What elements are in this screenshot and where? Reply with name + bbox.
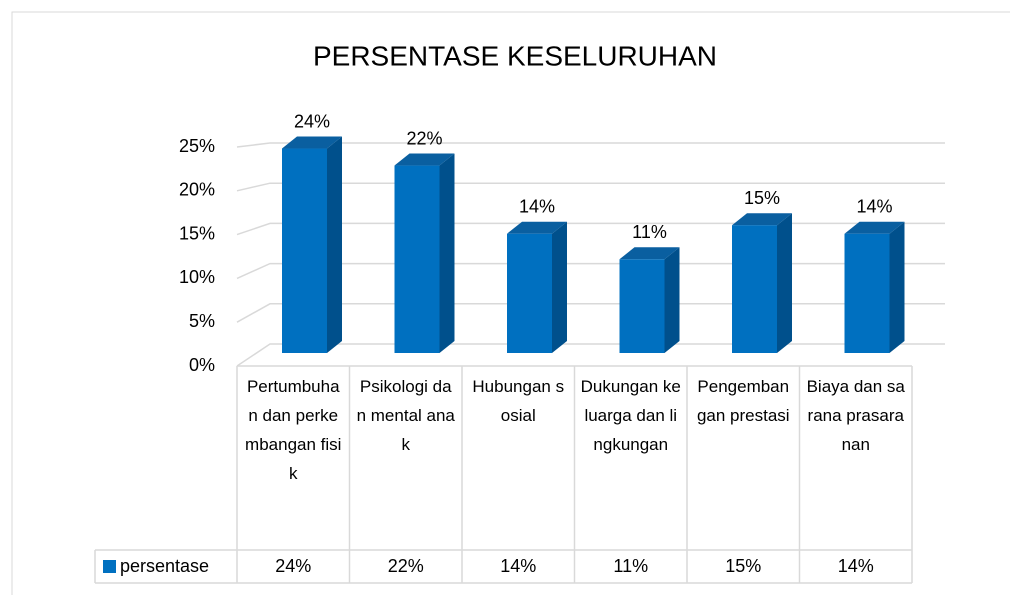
- category-label: Hubungan sosial: [472, 377, 565, 425]
- data-label: 14%: [856, 196, 892, 216]
- bar-top: [844, 221, 905, 234]
- grid-line: [236, 343, 945, 367]
- bar: [507, 233, 552, 353]
- y-tick-label: 20%: [179, 180, 215, 200]
- chart-title: PERSENTASE KESELURUHAN: [313, 40, 717, 71]
- bar-top: [732, 213, 792, 226]
- data-label: 11%: [632, 222, 667, 242]
- bar-side: [327, 136, 342, 353]
- bar-side: [777, 213, 792, 353]
- bar-side: [664, 247, 680, 353]
- grid-line: [236, 142, 945, 148]
- table-value: 24%: [275, 556, 311, 576]
- y-tick-label: 15%: [179, 223, 215, 243]
- category-label: Pengembangan prestasi: [696, 377, 790, 425]
- bar: [619, 259, 665, 353]
- category-label: Dukungan keluarga dan lingkungan: [580, 377, 681, 454]
- y-tick-label: 5%: [189, 311, 215, 331]
- bar: [282, 148, 327, 353]
- category-label: Biaya dan sarana prasaranan: [806, 377, 905, 454]
- data-label: 22%: [406, 128, 442, 148]
- bar: [394, 165, 440, 353]
- legend-swatch: [103, 560, 116, 573]
- table-value: 15%: [725, 556, 761, 576]
- data-label: 24%: [294, 111, 330, 131]
- bar-top: [282, 136, 342, 149]
- bar: [844, 233, 890, 353]
- grid-line: [236, 222, 945, 236]
- y-tick-label: 25%: [179, 136, 215, 156]
- grid-line: [236, 182, 945, 192]
- table-value: 14%: [838, 556, 874, 576]
- data-label: 14%: [519, 196, 555, 216]
- bar: [732, 225, 777, 353]
- table-value: 22%: [388, 556, 424, 576]
- bar-side: [889, 221, 905, 353]
- bar-side: [439, 153, 455, 353]
- table-value: 14%: [500, 556, 536, 576]
- legend-label: persentase: [120, 556, 209, 576]
- y-tick-label: 0%: [189, 355, 215, 375]
- y-tick-label: 10%: [179, 267, 215, 287]
- category-label: Psikologi dan mental anak: [356, 377, 455, 454]
- bar-top: [394, 153, 455, 166]
- bar-top: [507, 221, 567, 234]
- bar-top: [619, 247, 680, 260]
- bar-side: [552, 221, 567, 353]
- grid-line: [236, 303, 945, 323]
- category-label: Pertumbuhan dan perkembangan fisik: [245, 377, 342, 483]
- grid-line: [236, 262, 945, 280]
- table-value: 11%: [613, 556, 648, 576]
- data-label: 15%: [744, 188, 780, 208]
